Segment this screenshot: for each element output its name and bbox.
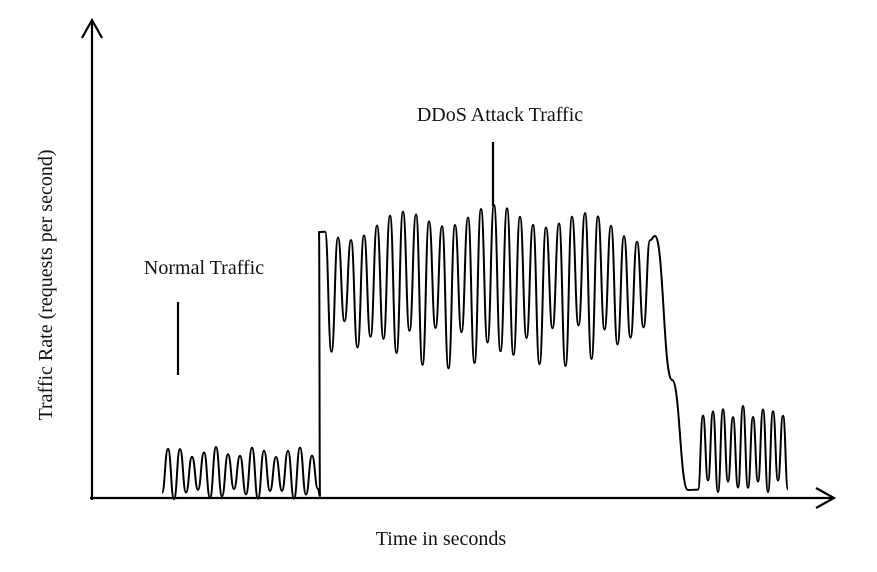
axes [81,17,837,509]
attack-label: DDoS Attack Traffic [417,104,583,126]
x-axis-label: Time in seconds [376,528,507,550]
traffic-curve [161,204,789,500]
normal-label: Normal Traffic [144,257,264,279]
y-axis-label: Traffic Rate (requests per second) [35,149,57,420]
y-axis-arrow [81,17,103,39]
x-axis-arrow [815,487,837,509]
